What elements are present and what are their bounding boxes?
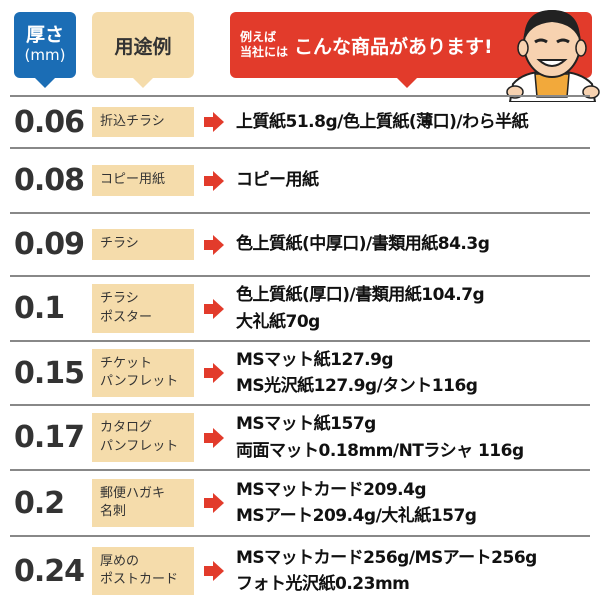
table-row: 0.08 コピー用紙 コピー用紙 xyxy=(10,147,590,212)
example-line: MSマット紙127.9g xyxy=(236,349,394,370)
use-example: 厚めの ポストカード xyxy=(92,546,194,596)
product-examples: MSマット紙127.9g MS光沢紙127.9g/タント116g xyxy=(236,347,478,400)
example-line: 大礼紙70g xyxy=(236,311,320,332)
thickness-value: 0.15 xyxy=(14,355,85,391)
arrow-right-icon xyxy=(204,112,226,132)
example-line: コピー用紙 xyxy=(236,170,319,191)
use-example: コピー用紙 xyxy=(92,165,194,196)
example-line: 上質紙51.8g/色上質紙(薄口)/わら半紙 xyxy=(236,111,529,132)
example-small-text: 例えば 当社には xyxy=(240,30,288,60)
example-line: MS光沢紙127.9g/タント116g xyxy=(236,376,478,396)
example-line: 色上質紙(中厚口)/書類用紙84.3g xyxy=(236,234,490,255)
example-line: MSマットカード209.4g xyxy=(236,479,427,500)
example-line: MSマットカード256g/MSアート256g xyxy=(236,547,537,568)
example-small-1: 例えば xyxy=(240,30,277,44)
mascot-illustration xyxy=(506,10,600,102)
example-large-text: こんな商品があります! xyxy=(294,35,493,58)
table-row: 0.15 チケット パンフレット MSマット紙127.9g MS光沢紙127.9g… xyxy=(10,340,590,404)
product-examples: コピー用紙 xyxy=(236,167,319,193)
thickness-table: 0.06 折込チラシ 上質紙51.8g/色上質紙(薄口)/わら半紙 0.08 コピ… xyxy=(10,95,590,605)
product-examples: MSマットカード209.4g MSアート209.4g/大礼紙157g xyxy=(236,477,477,530)
arrow-right-icon xyxy=(204,234,226,255)
arrow-right-icon xyxy=(204,427,226,448)
use-example: チケット パンフレット xyxy=(92,348,194,398)
table-row: 0.06 折込チラシ 上質紙51.8g/色上質紙(薄口)/わら半紙 xyxy=(10,95,590,147)
thickness-header: 厚さ (mm) xyxy=(14,12,76,88)
thickness-value: 0.24 xyxy=(14,553,85,589)
example-line: 両面マット0.18mm/NTラシャ 116g xyxy=(236,440,524,461)
example-line: フォト光沢紙0.23mm xyxy=(236,574,410,594)
thickness-value: 0.09 xyxy=(14,227,85,262)
product-examples: 上質紙51.8g/色上質紙(薄口)/わら半紙 xyxy=(236,109,529,135)
arrow-right-icon xyxy=(204,298,226,319)
arrow-right-icon xyxy=(204,170,226,191)
table-row: 0.24 厚めの ポストカード MSマットカード256g/MSアート256g フォ… xyxy=(10,535,590,605)
arrow-right-icon xyxy=(204,493,226,513)
arrow-right-icon xyxy=(204,561,226,581)
use-header: 用途例 xyxy=(92,12,194,88)
table-row: 0.09 チラシ 色上質紙(中厚口)/書類用紙84.3g xyxy=(10,212,590,275)
use-example: チラシ ポスター xyxy=(92,284,194,333)
product-examples: MSマット紙157g 両面マット0.18mm/NTラシャ 116g xyxy=(236,411,524,464)
use-example: チラシ xyxy=(92,229,194,260)
table-row: 0.2 郵便ハガキ 名刺 MSマットカード209.4g MSアート209.4g/大… xyxy=(10,469,590,535)
example-small-2: 当社には xyxy=(240,45,289,59)
thickness-value: 0.08 xyxy=(14,163,85,198)
thickness-value: 0.2 xyxy=(14,485,65,521)
example-line: MSマット紙157g xyxy=(236,414,376,435)
use-label: 用途例 xyxy=(114,35,172,58)
product-examples: 色上質紙(中厚口)/書類用紙84.3g xyxy=(236,231,490,257)
example-line: 色上質紙(厚口)/書類用紙104.7g xyxy=(236,285,485,306)
example-line: MSアート209.4g/大礼紙157g xyxy=(236,506,477,526)
product-examples: 色上質紙(厚口)/書類用紙104.7g 大礼紙70g xyxy=(236,282,485,335)
thickness-label: 厚さ xyxy=(25,24,64,47)
table-row: 0.1 チラシ ポスター 色上質紙(厚口)/書類用紙104.7g 大礼紙70g xyxy=(10,275,590,340)
use-example: 折込チラシ xyxy=(92,106,194,138)
product-examples: MSマットカード256g/MSアート256g フォト光沢紙0.23mm xyxy=(236,545,537,598)
thickness-value: 0.06 xyxy=(14,104,85,140)
use-example: カタログ パンフレット xyxy=(92,413,194,462)
thickness-value: 0.1 xyxy=(14,291,65,326)
arrow-right-icon xyxy=(204,363,226,383)
thickness-unit: (mm) xyxy=(24,46,66,65)
thickness-value: 0.17 xyxy=(14,420,85,455)
table-row: 0.17 カタログ パンフレット MSマット紙157g 両面マット0.18mm/N… xyxy=(10,404,590,469)
use-example: 郵便ハガキ 名刺 xyxy=(92,478,194,528)
